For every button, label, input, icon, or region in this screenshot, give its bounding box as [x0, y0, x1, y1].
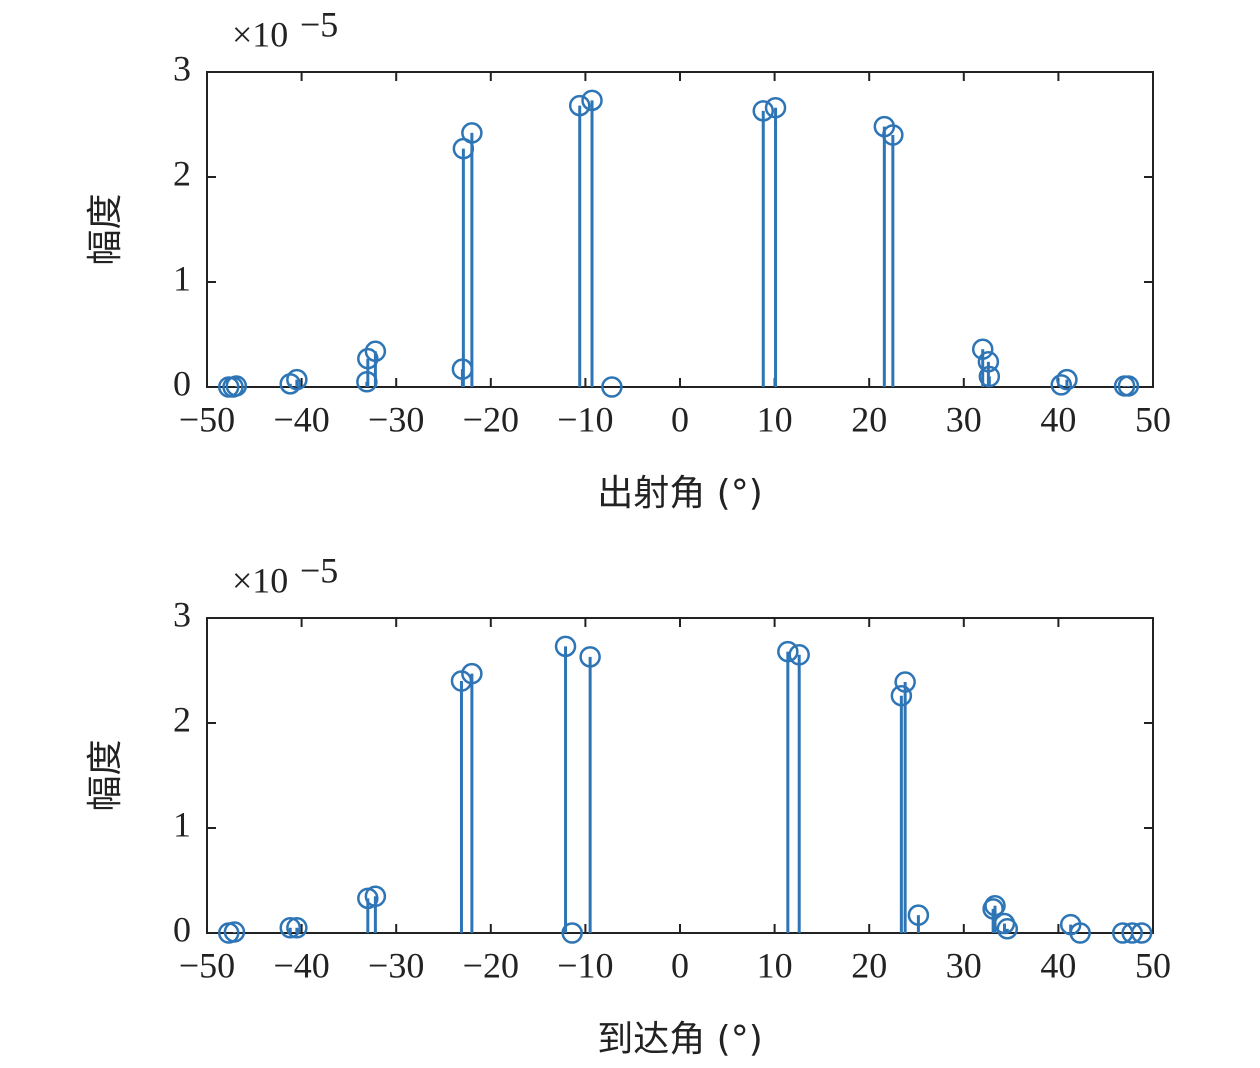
stem-marker	[984, 894, 1006, 917]
stem-marker	[894, 671, 916, 693]
stem-marker	[357, 347, 379, 370]
x-tick-label: 0	[671, 945, 689, 985]
y-tick-label: 2	[173, 699, 191, 739]
y-tick-label: 0	[173, 363, 191, 403]
y-tick-label: 1	[173, 804, 191, 844]
y-tick-label: 3	[173, 48, 191, 88]
stem-marker	[971, 338, 994, 360]
stem-marker	[279, 917, 301, 939]
plot-frame	[206, 617, 1154, 934]
y-axis-label: 幅度	[85, 193, 126, 265]
stem-marker	[364, 340, 387, 363]
y-tick-label: 3	[173, 594, 191, 634]
x-tick-label: 20	[851, 399, 887, 439]
stem-marker	[1069, 922, 1091, 944]
x-tick-label: 30	[946, 945, 982, 985]
x-tick-label: −10	[557, 399, 613, 439]
x-tick-label: 40	[1040, 945, 1076, 985]
stem-marker	[982, 898, 1004, 920]
multiplier: ×10	[232, 560, 288, 600]
stem-marker	[568, 94, 591, 117]
stem-marker	[601, 376, 623, 398]
x-tick-label: −30	[368, 399, 424, 439]
x-tick-label: −40	[273, 945, 329, 985]
stem-marker	[1121, 922, 1143, 944]
stem-marker	[579, 646, 601, 668]
stem-marker	[286, 368, 308, 391]
multiplier-exponent: −5	[300, 550, 338, 590]
stem-marker	[223, 921, 246, 943]
x-axis-label: 出射角 (°)	[597, 473, 763, 514]
stem-marker	[1117, 375, 1140, 397]
x-axis-label: 到达角 (°)	[597, 1019, 763, 1060]
stem-marker	[1050, 374, 1072, 396]
stem-marker	[561, 922, 583, 944]
stem-marker	[1130, 922, 1153, 944]
y-tick-label: 1	[173, 258, 191, 298]
x-tick-label: −20	[463, 945, 519, 985]
chart-panel: −50 −40 −30 −20 −10 0 10 20 30 40 50 0 1 2 3 ×10 −5 出射角 (…	[85, 4, 1171, 514]
stem-marker	[286, 917, 308, 939]
stem-marker	[764, 96, 787, 119]
stem-marker	[978, 365, 1001, 388]
x-tick-label: 10	[757, 399, 793, 439]
x-tick-label: 10	[757, 945, 793, 985]
y-tick-label: 0	[173, 909, 191, 949]
x-tick-label: −10	[557, 945, 613, 985]
x-tick-label: 50	[1135, 945, 1171, 985]
x-tick-label: −50	[179, 399, 235, 439]
stem-marker	[461, 122, 483, 144]
stem-marker	[461, 662, 483, 685]
stem-marker	[225, 375, 248, 397]
stem-marker	[890, 684, 913, 707]
x-tick-label: 30	[946, 399, 982, 439]
stem-marker	[788, 644, 810, 666]
multiplier: ×10	[232, 14, 288, 54]
multiplier-exponent: −5	[300, 4, 338, 44]
x-tick-label: −50	[179, 945, 235, 985]
x-tick-label: 20	[851, 945, 887, 985]
y-tick-label: 2	[173, 153, 191, 193]
chart-panel: −50 −40 −30 −20 −10 0 10 20 30 40 50 0 1 2 3 ×10 −5 到达角 (…	[85, 550, 1171, 1060]
stem-marker	[882, 124, 904, 146]
plot-frame	[206, 71, 1154, 388]
x-tick-label: 50	[1135, 399, 1171, 439]
stem-marker	[996, 918, 1019, 940]
stem-marker	[554, 635, 577, 658]
stem-marker	[1056, 368, 1078, 391]
x-tick-label: 40	[1040, 399, 1076, 439]
x-tick-label: −30	[368, 945, 424, 985]
x-tick-label: −40	[273, 399, 329, 439]
stem-marker	[977, 351, 1000, 373]
stem-marker	[752, 100, 774, 122]
x-tick-label: 0	[671, 399, 689, 439]
stem-marker	[581, 89, 603, 112]
y-axis-label: 幅度	[85, 739, 126, 811]
stem-marker	[364, 885, 387, 907]
stem-marker	[777, 640, 799, 663]
x-tick-label: −20	[463, 399, 519, 439]
stem-marker	[907, 904, 930, 926]
